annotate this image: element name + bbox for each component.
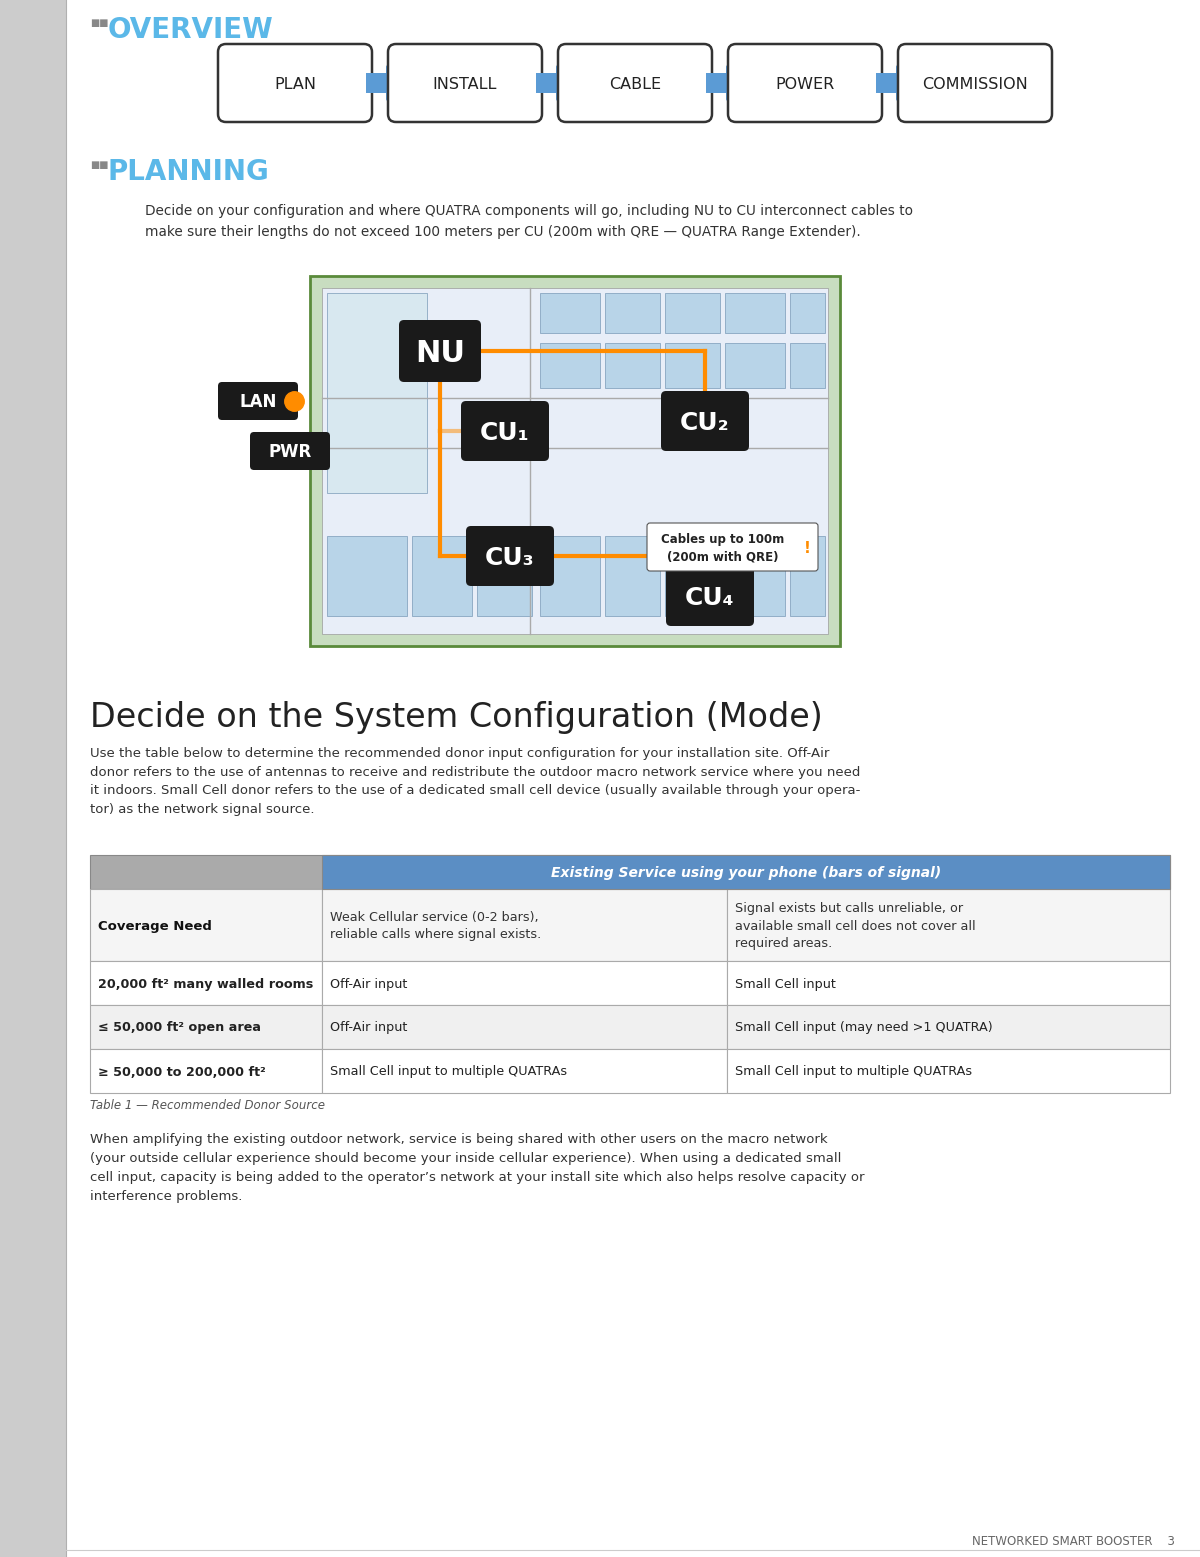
FancyBboxPatch shape: [661, 391, 749, 452]
Text: When amplifying the existing outdoor network, service is being shared with other: When amplifying the existing outdoor net…: [90, 1133, 864, 1204]
Bar: [605, 293, 660, 333]
Text: Coverage Need: Coverage Need: [98, 920, 212, 933]
Text: CU₄: CU₄: [685, 585, 734, 610]
Text: ■■: ■■: [90, 160, 108, 170]
Bar: [725, 536, 785, 617]
Bar: [0, 0, 66, 1557]
Text: POWER: POWER: [775, 76, 835, 92]
Bar: [540, 343, 600, 388]
Bar: [322, 1049, 727, 1093]
Bar: [540, 293, 600, 333]
Bar: [478, 536, 532, 617]
FancyBboxPatch shape: [218, 381, 298, 420]
FancyBboxPatch shape: [728, 44, 882, 121]
Text: Existing Service using your phone (bars of signal): Existing Service using your phone (bars …: [551, 866, 941, 880]
Text: PLANNING: PLANNING: [108, 157, 270, 185]
Polygon shape: [876, 65, 908, 101]
Polygon shape: [706, 65, 738, 101]
Bar: [665, 293, 720, 333]
Text: 20,000 ft² many walled rooms: 20,000 ft² many walled rooms: [98, 978, 313, 990]
Text: COMMISSION: COMMISSION: [922, 76, 1028, 92]
Text: OVERVIEW: OVERVIEW: [108, 16, 274, 44]
FancyBboxPatch shape: [388, 44, 542, 121]
FancyBboxPatch shape: [666, 567, 754, 626]
Text: ≤ 50,000 ft² open area: ≤ 50,000 ft² open area: [98, 1021, 262, 1034]
FancyBboxPatch shape: [558, 44, 712, 121]
Text: Decide on your configuration and where QUATRA components will go, including NU t: Decide on your configuration and where Q…: [145, 204, 913, 238]
Bar: [326, 536, 407, 617]
Polygon shape: [366, 65, 398, 101]
Bar: [322, 855, 1170, 889]
Bar: [90, 855, 1170, 889]
Bar: [725, 343, 785, 388]
Text: INSTALL: INSTALL: [433, 76, 497, 92]
Bar: [540, 536, 600, 617]
Text: Off-Air input: Off-Air input: [330, 1021, 408, 1034]
Text: Small Cell input (may need >1 QUATRA): Small Cell input (may need >1 QUATRA): [736, 1021, 992, 1034]
Text: Cables up to 100m
(200m with QRE): Cables up to 100m (200m with QRE): [661, 532, 784, 564]
Bar: [90, 1049, 322, 1093]
Text: CU₁: CU₁: [480, 420, 530, 445]
Bar: [322, 961, 727, 1004]
Bar: [665, 343, 720, 388]
Bar: [90, 961, 322, 1004]
FancyBboxPatch shape: [461, 402, 550, 461]
Text: Use the table below to determine the recommended donor input configuration for y: Use the table below to determine the rec…: [90, 747, 860, 816]
Text: Off-Air input: Off-Air input: [330, 978, 408, 990]
Text: Decide on the System Configuration (Mode): Decide on the System Configuration (Mode…: [90, 701, 823, 733]
Bar: [322, 1004, 727, 1049]
Text: !: !: [804, 540, 810, 556]
Text: PWR: PWR: [269, 444, 312, 461]
Bar: [727, 889, 1170, 961]
Text: Small Cell input to multiple QUATRAs: Small Cell input to multiple QUATRAs: [330, 1065, 568, 1079]
FancyBboxPatch shape: [250, 431, 330, 470]
Bar: [310, 276, 840, 646]
Bar: [90, 1004, 322, 1049]
Text: Small Cell input: Small Cell input: [736, 978, 836, 990]
Bar: [727, 961, 1170, 1004]
Polygon shape: [536, 65, 568, 101]
Bar: [790, 293, 826, 333]
Bar: [326, 293, 427, 494]
Bar: [790, 536, 826, 617]
Text: ■■: ■■: [90, 19, 108, 28]
Bar: [605, 343, 660, 388]
Text: PLAN: PLAN: [274, 76, 316, 92]
Bar: [412, 536, 472, 617]
FancyBboxPatch shape: [218, 44, 372, 121]
FancyBboxPatch shape: [466, 526, 554, 585]
Bar: [90, 889, 322, 961]
Text: LAN: LAN: [239, 392, 277, 411]
Text: CU₂: CU₂: [680, 411, 730, 434]
Bar: [790, 343, 826, 388]
Text: CABLE: CABLE: [608, 76, 661, 92]
Text: Small Cell input to multiple QUATRAs: Small Cell input to multiple QUATRAs: [736, 1065, 972, 1079]
Text: CU₃: CU₃: [485, 547, 535, 570]
Bar: [725, 293, 785, 333]
Text: Signal exists but calls unreliable, or
available small cell does not cover all
r: Signal exists but calls unreliable, or a…: [736, 902, 976, 950]
Bar: [727, 1004, 1170, 1049]
FancyBboxPatch shape: [898, 44, 1052, 121]
Bar: [727, 1049, 1170, 1093]
FancyBboxPatch shape: [647, 523, 818, 571]
Bar: [322, 889, 727, 961]
Text: NETWORKED SMART BOOSTER    3: NETWORKED SMART BOOSTER 3: [972, 1535, 1175, 1548]
Text: NU: NU: [415, 338, 466, 367]
Text: Weak Cellular service (0-2 bars),
reliable calls where signal exists.: Weak Cellular service (0-2 bars), reliab…: [330, 911, 541, 942]
Text: Table 1 — Recommended Donor Source: Table 1 — Recommended Donor Source: [90, 1099, 325, 1112]
FancyBboxPatch shape: [398, 321, 481, 381]
Text: ≥ 50,000 to 200,000 ft²: ≥ 50,000 to 200,000 ft²: [98, 1065, 265, 1079]
Bar: [322, 288, 828, 634]
Bar: [605, 536, 660, 617]
Bar: [665, 536, 720, 617]
